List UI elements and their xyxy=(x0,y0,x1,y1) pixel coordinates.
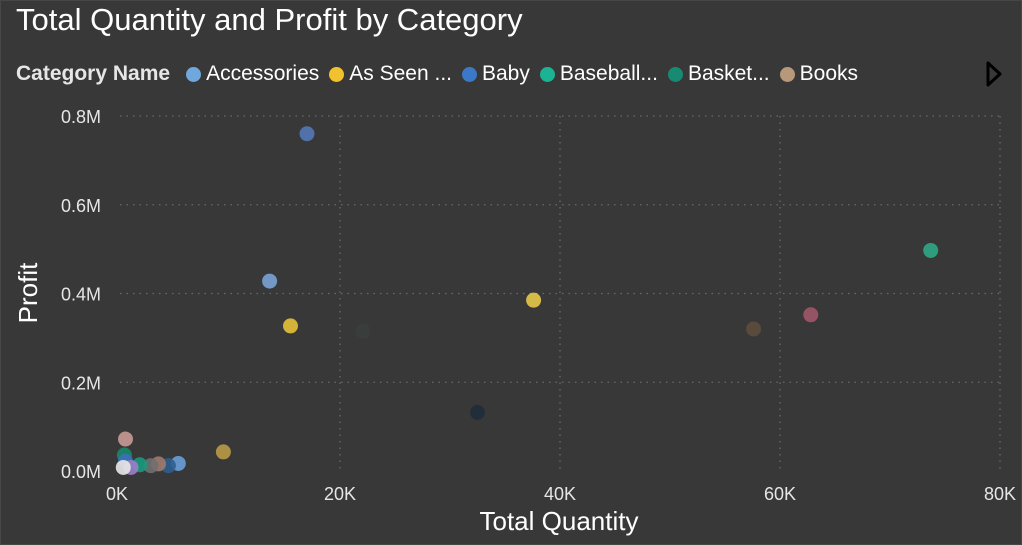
legend-dot-icon xyxy=(329,66,345,82)
legend-next-arrow-icon[interactable] xyxy=(985,61,1003,87)
y-axis-title: Profit xyxy=(13,262,43,323)
y-tick-label: 0.6M xyxy=(61,196,101,216)
y-axis: 0.0M 0.2M 0.4M 0.6M 0.8M xyxy=(61,107,101,482)
y-tick-label: 0.4M xyxy=(61,285,101,305)
data-point xyxy=(118,431,133,447)
data-point xyxy=(355,323,371,339)
data-point xyxy=(299,126,315,142)
grid-lines xyxy=(120,115,1001,471)
legend-dot-icon xyxy=(779,66,795,82)
y-tick-label: 0.0M xyxy=(61,462,101,482)
data-point xyxy=(262,273,278,289)
chart-title: Total Quantity and Profit by Category xyxy=(16,2,523,37)
legend-dot-icon xyxy=(539,66,555,82)
x-tick-label: 40K xyxy=(544,484,576,504)
legend-label: Baby xyxy=(482,62,530,85)
data-point xyxy=(923,242,939,258)
legend-label: Baseball... xyxy=(559,62,658,85)
data-point xyxy=(283,318,298,334)
legend-item-basketball[interactable]: Basket... xyxy=(667,62,770,86)
data-point xyxy=(803,307,819,323)
legend-item-baseball[interactable]: Baseball... xyxy=(539,62,658,86)
x-tick-label: 0K xyxy=(106,484,128,504)
x-axis-title: Total Quantity xyxy=(480,506,639,536)
x-tick-label: 80K xyxy=(984,484,1016,504)
legend: Category Name Accessories As Seen ... Ba… xyxy=(16,60,868,88)
legend-label: Books xyxy=(799,62,859,85)
x-axis: 0K 20K 40K 60K 80K xyxy=(106,484,1016,504)
legend-label: Accessories xyxy=(206,62,320,85)
data-point xyxy=(470,404,485,420)
legend-dot-icon xyxy=(462,66,477,82)
legend-title: Category Name xyxy=(16,62,171,85)
legend-label: As Seen ... xyxy=(349,62,452,85)
legend-dot-icon xyxy=(186,66,202,82)
legend-label: Basket... xyxy=(687,62,770,85)
legend-item-baby[interactable]: Baby xyxy=(462,62,530,86)
data-point xyxy=(746,321,762,337)
y-tick-label: 0.2M xyxy=(61,373,101,393)
data-points xyxy=(115,126,939,475)
data-point xyxy=(143,458,159,474)
legend-item-accessories[interactable]: Accessories xyxy=(186,62,319,86)
x-tick-label: 20K xyxy=(324,484,356,504)
legend-item-as-seen[interactable]: As Seen ... xyxy=(329,62,452,86)
x-tick-label: 60K xyxy=(764,484,796,504)
legend-item-books[interactable]: Books xyxy=(779,62,859,86)
legend-dot-icon xyxy=(667,66,683,82)
y-tick-label: 0.8M xyxy=(61,107,101,127)
data-point xyxy=(215,444,231,460)
data-point xyxy=(115,459,131,475)
data-point xyxy=(526,292,542,308)
